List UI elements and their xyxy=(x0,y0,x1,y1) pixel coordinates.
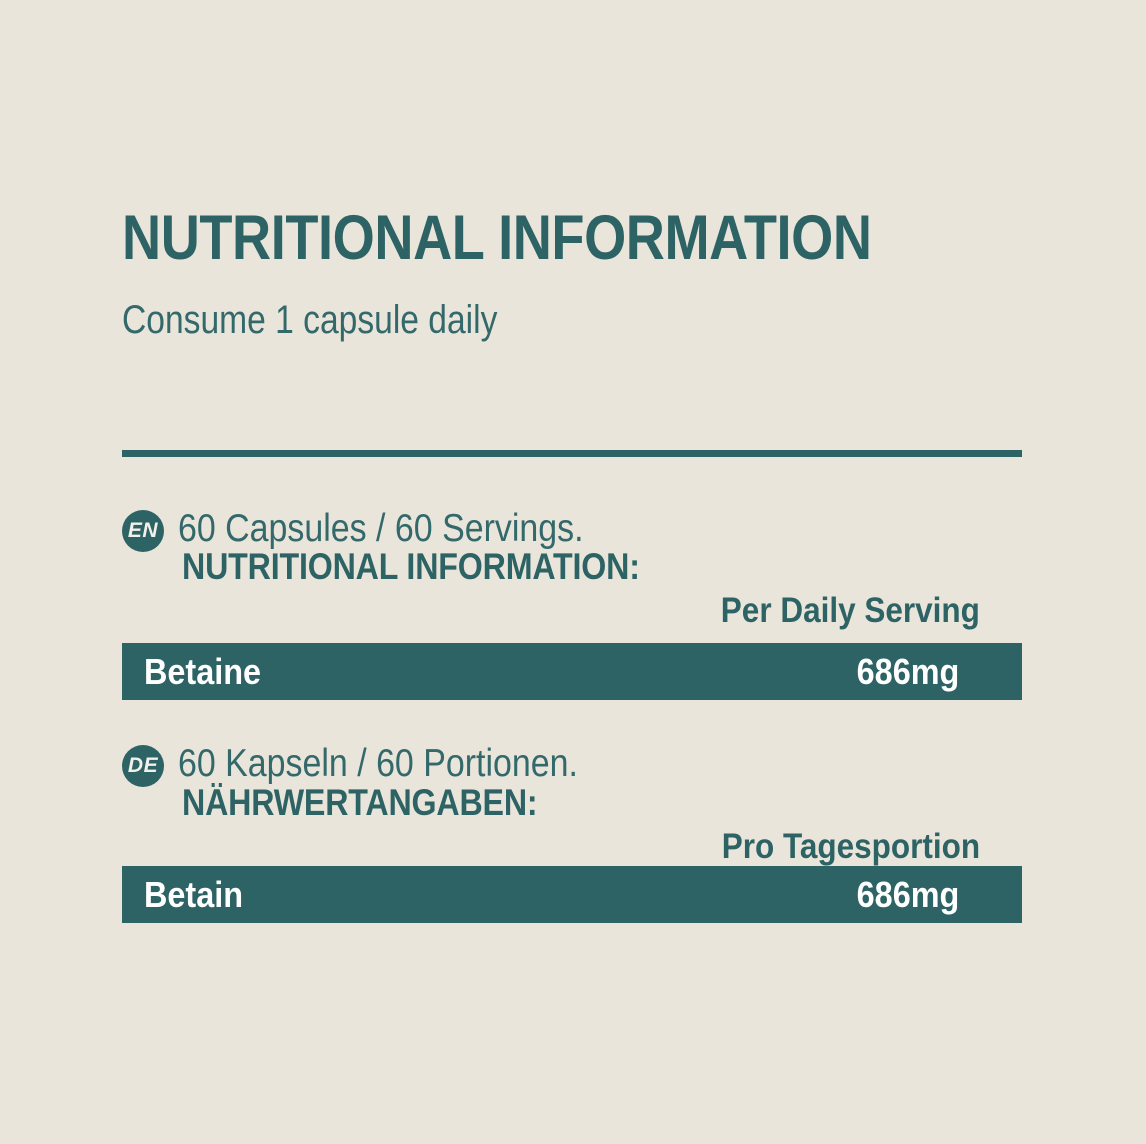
horizontal-divider xyxy=(122,450,1022,457)
column-caption-de: Pro Tagesportion xyxy=(721,827,980,866)
header-block: NUTRITIONAL INFORMATION Consume 1 capsul… xyxy=(122,205,1022,343)
section-heading-de: NÄHRWERTANGABEN: xyxy=(182,782,538,823)
language-badge-de: DE xyxy=(122,745,164,787)
servings-text-en: 60 Capsules / 60 Servings. xyxy=(178,507,584,550)
nutrient-value: 686mg xyxy=(856,651,960,692)
column-caption-en: Per Daily Serving xyxy=(720,591,980,630)
language-header-row-en: EN 60 Capsules / 60 Servings. xyxy=(122,507,1022,554)
language-badge-en: EN xyxy=(122,510,164,552)
page-title: NUTRITIONAL INFORMATION xyxy=(122,203,872,273)
nutrient-name: Betaine xyxy=(144,651,262,692)
nutrient-name: Betain xyxy=(144,874,244,915)
nutrient-row-en: Betaine 686mg xyxy=(122,643,1022,700)
nutrient-value: 686mg xyxy=(856,874,960,915)
language-block-de: DE 60 Kapseln / 60 Portionen. NÄHRWERTAN… xyxy=(122,742,1022,923)
language-block-en: EN 60 Capsules / 60 Servings. NUTRITIONA… xyxy=(122,507,1022,700)
servings-text-de: 60 Kapseln / 60 Portionen. xyxy=(178,742,578,785)
language-header-row-de: DE 60 Kapseln / 60 Portionen. xyxy=(122,742,1022,789)
section-heading-en: NUTRITIONAL INFORMATION: xyxy=(182,546,640,587)
nutrient-row-de: Betain 686mg xyxy=(122,866,1022,923)
dosage-subtitle: Consume 1 capsule daily xyxy=(122,298,498,342)
